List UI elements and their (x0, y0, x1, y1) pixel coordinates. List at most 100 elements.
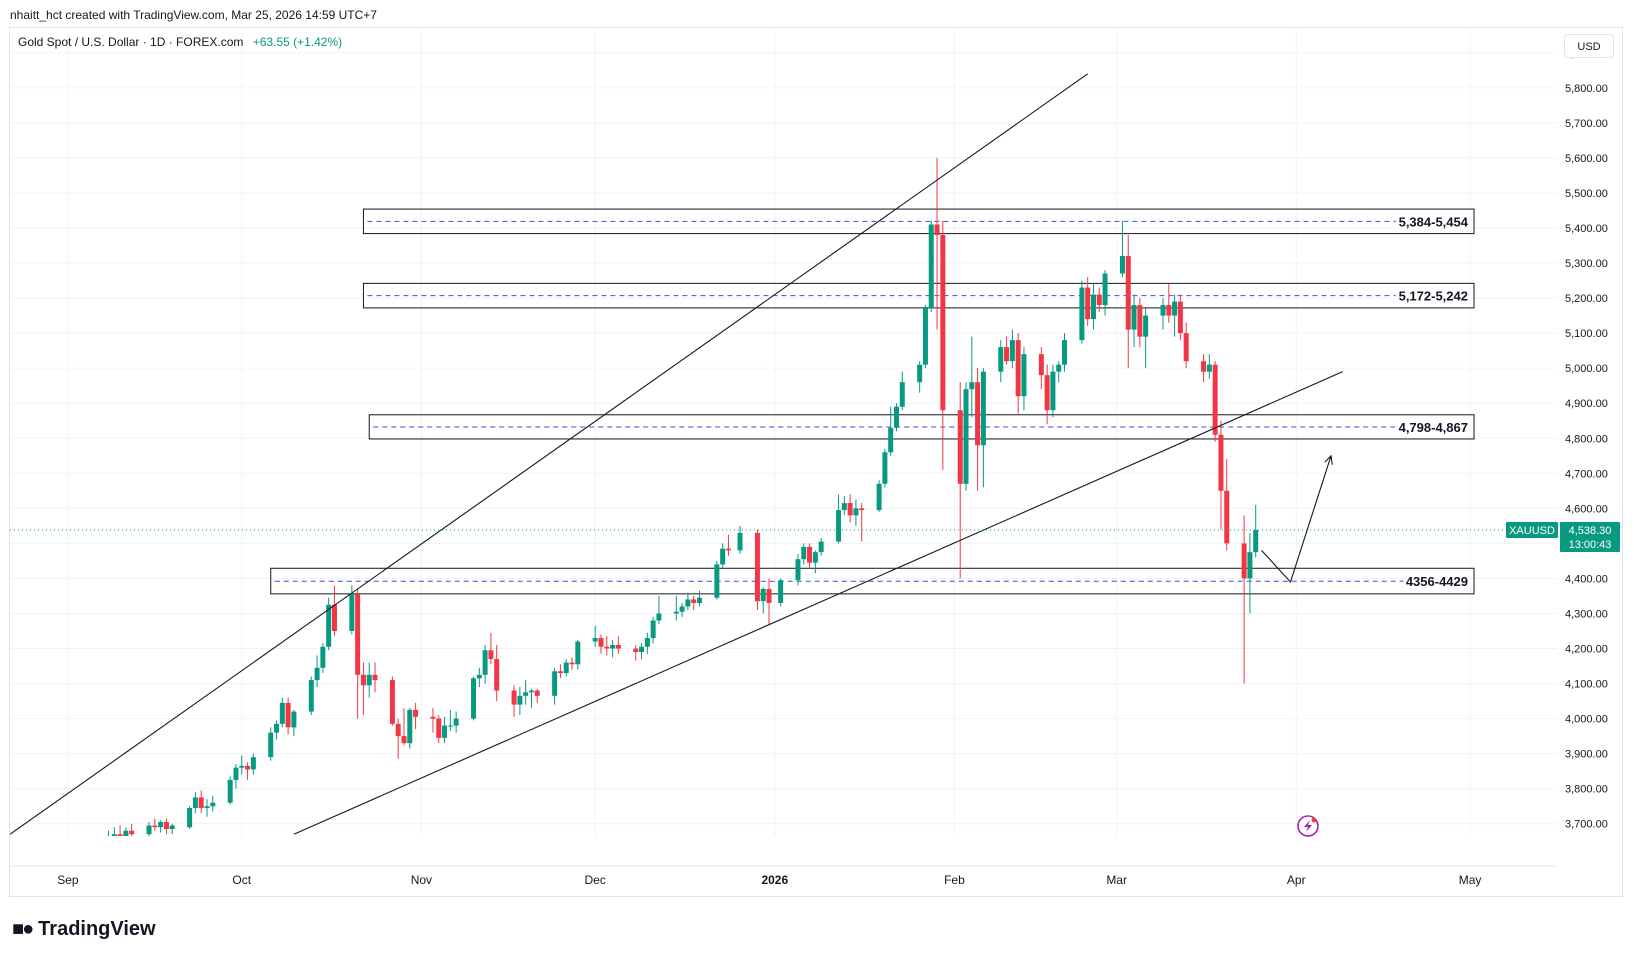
price-tag-bg (1560, 521, 1620, 552)
candle-body (934, 224, 940, 236)
candle-up (320, 643, 326, 674)
y-tick-label: 5,800.00 (1565, 83, 1608, 95)
candle-up (1021, 347, 1027, 411)
candle-body (720, 548, 726, 565)
time-axis[interactable]: Sep Oct Nov Dec 2026 Feb Mar Apr May (10, 865, 1557, 887)
candle-down (604, 636, 610, 656)
candle-down (957, 382, 963, 579)
candle-body (1212, 364, 1218, 435)
candle-body (679, 606, 685, 612)
candle-body (685, 599, 691, 607)
candle-body (795, 559, 801, 581)
candle-down (598, 634, 604, 654)
candle-down (395, 718, 401, 759)
candle-body (198, 797, 204, 808)
y-tick-label: 5,300.00 (1565, 258, 1608, 270)
y-tick-label: 5,500.00 (1565, 188, 1608, 200)
symbol-legend[interactable]: Gold Spot / U.S. Dollar · 1D · FOREX.com… (18, 35, 342, 49)
candle-down (198, 790, 204, 814)
candle-body (893, 406, 899, 428)
zone-label: 4,798-4,867 (1399, 420, 1468, 435)
candle-body (430, 716, 436, 719)
candle-body (1102, 273, 1108, 306)
candle-down (1212, 361, 1218, 442)
candle-body (1044, 375, 1050, 411)
candle-body (888, 427, 894, 453)
candle-up (453, 711, 459, 733)
candle-body (696, 597, 702, 603)
candle-body (320, 646, 326, 668)
candle-down (934, 157, 940, 330)
trendlines (10, 73, 1343, 835)
candle-up (1090, 284, 1096, 330)
candle-up (737, 525, 743, 554)
candle-body (1177, 301, 1183, 334)
candle-down (1044, 364, 1050, 425)
candle-body (980, 371, 986, 446)
candle-body (447, 725, 453, 727)
candle-down (754, 529, 760, 610)
candle-body (1062, 340, 1068, 365)
candle-body (969, 382, 975, 390)
candle-body (922, 308, 928, 365)
candle-up (146, 821, 152, 836)
candle-body (534, 690, 540, 696)
candle-body (152, 825, 158, 828)
candle-up (917, 361, 923, 393)
candle-body (754, 532, 760, 602)
candle-body (766, 588, 772, 603)
candle-body (928, 224, 934, 309)
candle-down (430, 708, 436, 733)
candle-body (1125, 256, 1131, 330)
candle-body (998, 347, 1004, 372)
candle-body (314, 667, 320, 681)
candle-body (882, 452, 888, 484)
candle-body (1224, 490, 1230, 544)
currency-button[interactable]: USD (1564, 34, 1614, 58)
candle-body (610, 645, 616, 649)
candle-body (1079, 287, 1085, 341)
symbol-tag-bg (1506, 521, 1558, 538)
candle-body (1119, 256, 1125, 274)
candle-body (841, 503, 847, 511)
candle-body (778, 580, 784, 603)
candle-up (673, 595, 679, 621)
lightning-icon[interactable] (1297, 815, 1319, 837)
x-tick-label: Mar (1106, 873, 1127, 887)
candle-down (372, 662, 378, 693)
candle-body (1085, 287, 1091, 320)
candle-body (494, 659, 500, 691)
candle-body (650, 620, 656, 639)
x-tick-label: Nov (411, 873, 432, 887)
candle-body (818, 541, 824, 553)
candle-down (569, 657, 575, 670)
candle-down (1015, 333, 1021, 414)
candle-up (1143, 308, 1149, 369)
candle-body (592, 638, 598, 642)
candle-down (488, 632, 494, 665)
candle-body (644, 638, 650, 647)
candle-up (442, 716, 448, 744)
candle-up (876, 480, 882, 512)
candle-body (1050, 371, 1056, 411)
candle-up (1050, 364, 1056, 418)
candle-body (482, 650, 488, 675)
candle-up (893, 403, 899, 432)
candle-body (245, 765, 251, 770)
candle-body (372, 674, 378, 681)
candle-up (227, 776, 233, 805)
lower-trendline (293, 371, 1343, 835)
zone-label: 5,172-5,242 (1399, 289, 1468, 304)
candle-body (268, 732, 274, 758)
price-axis[interactable]: 3,700.00 3,800.00 3,900.00 4,000.00 4,100.00… (1565, 48, 1608, 831)
candle-down (494, 645, 500, 702)
candle-body (476, 674, 482, 679)
candle-body (598, 638, 604, 647)
candle-body (1201, 361, 1207, 372)
last-price-tag: XAUUSD 4,538.30 13:00:43 (10, 521, 1620, 552)
candle-up (1131, 294, 1137, 348)
candle-down (1125, 235, 1131, 369)
candle-body (187, 807, 193, 828)
candle-body (1166, 305, 1172, 316)
